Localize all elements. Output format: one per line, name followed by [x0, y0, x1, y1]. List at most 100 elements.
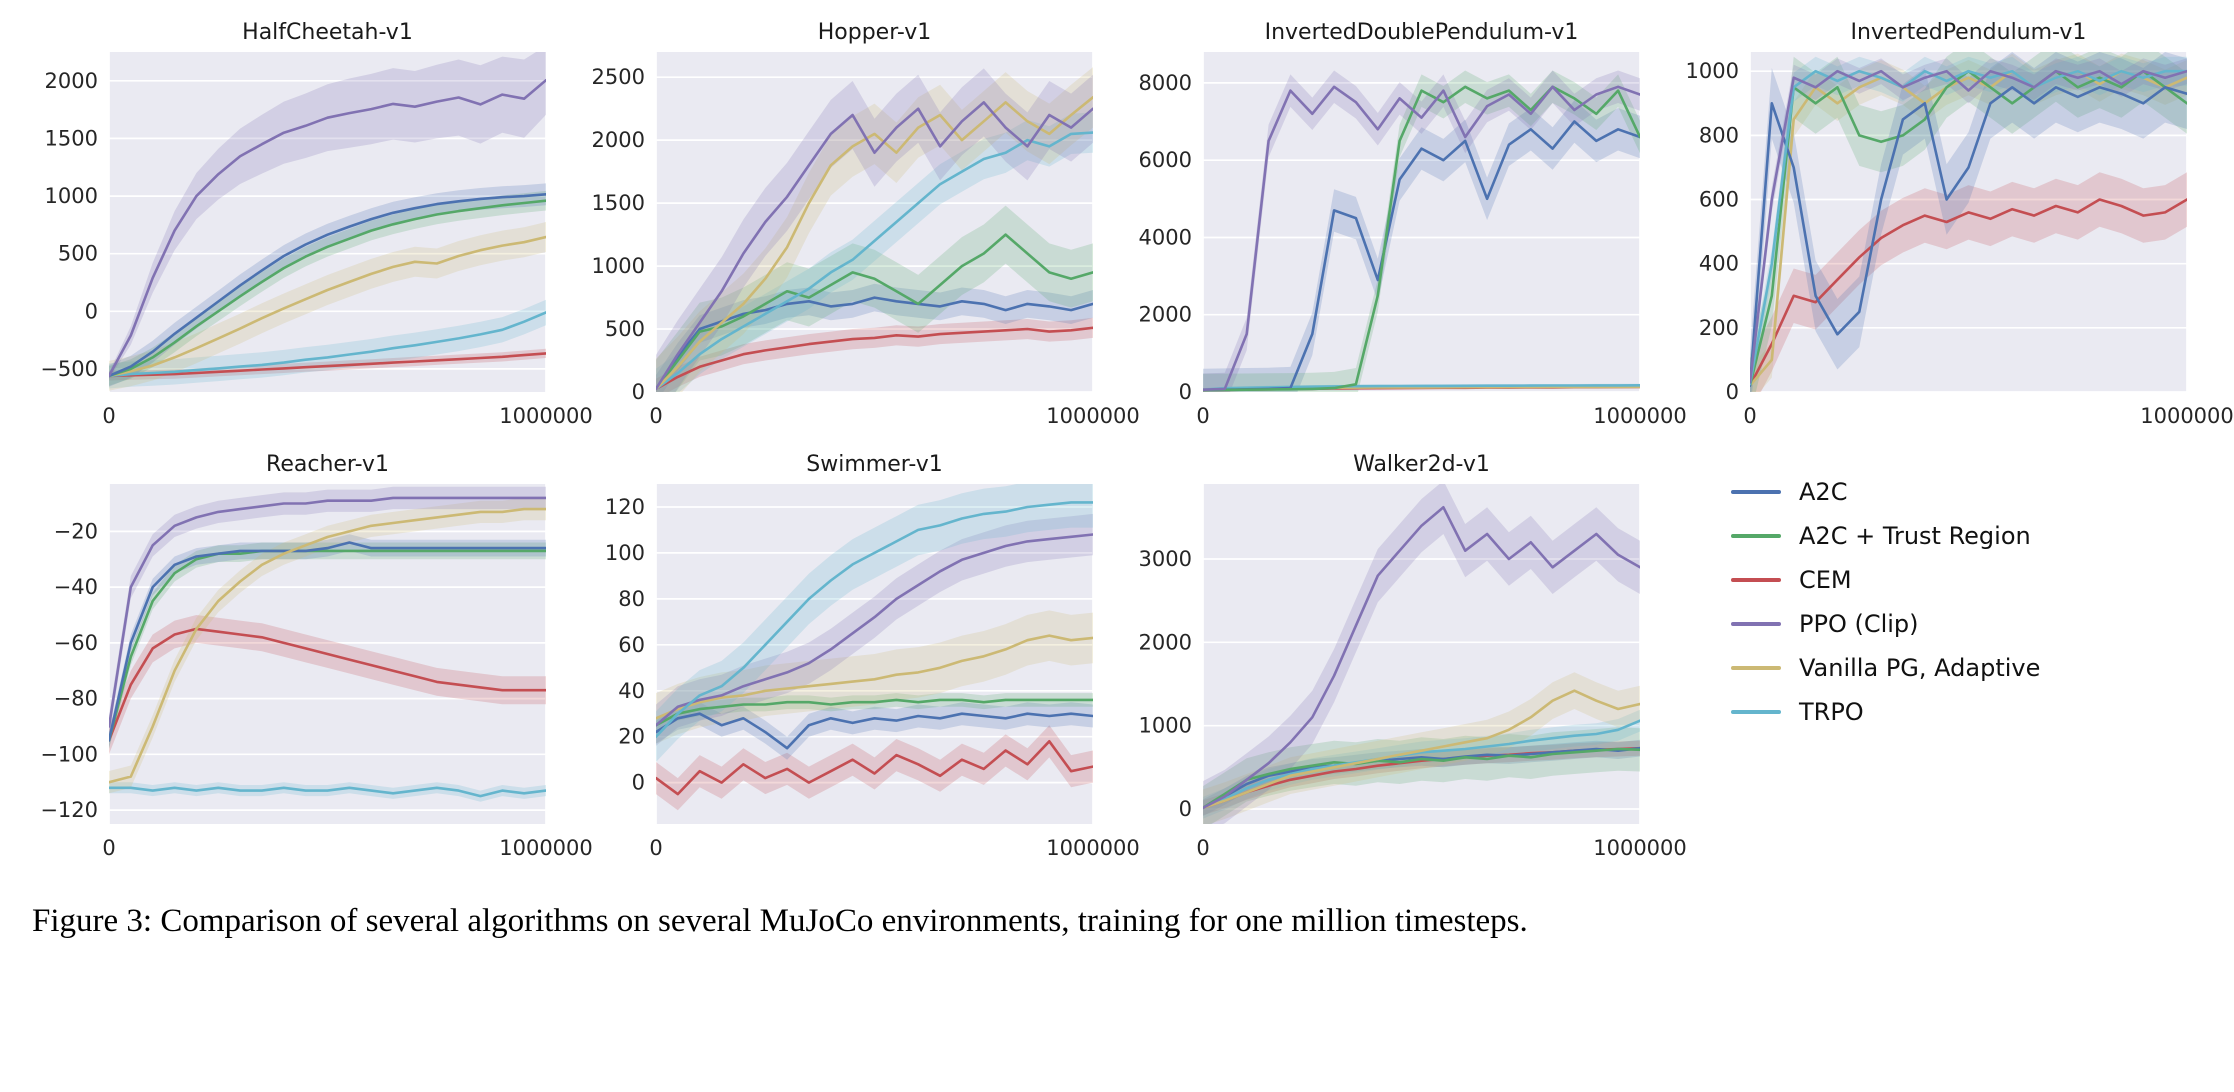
series-line-ppo	[656, 101, 1093, 391]
series-line-cem	[109, 352, 546, 378]
series-band-vpg	[656, 610, 1093, 744]
series-line-a2c_tr	[109, 199, 546, 378]
y-tick-label: 3000	[1139, 547, 1192, 571]
chart-title: Walker2d-v1	[1353, 452, 1490, 477]
series-line-a2c	[1750, 86, 2187, 387]
chart-cell-inverteddoublependulum: 0 2000 4000 6000 8000 0 1000000 InvertedDoubleP…	[1120, 16, 1687, 436]
y-tick-label: 400	[1699, 252, 1739, 276]
legend-label: A2C	[1799, 478, 1848, 506]
series-line-cem	[109, 627, 546, 742]
chart-cell-reacher: −120 −100 −80 −60 −40 −20 0 1000000 Reacher-v1	[26, 448, 592, 868]
legend-item-cem: CEM	[1731, 566, 1852, 594]
legend-item-a2c_tr: A2C + Trust Region	[1731, 522, 2031, 550]
y-tick-label: 1000	[1139, 714, 1192, 738]
series-band-a2c	[109, 183, 546, 387]
series-line-a2c	[109, 193, 546, 378]
x-tick-label: 1000000	[1046, 404, 1140, 428]
y-tick-label: −100	[40, 742, 98, 766]
series-line-trpo	[109, 786, 546, 798]
legend-swatch-vpg	[1731, 666, 1781, 670]
y-tick-label: 2000	[45, 69, 98, 93]
series-band-a2c	[109, 534, 546, 749]
series-band-vpg	[1750, 53, 2187, 392]
y-tick-label: 40	[618, 679, 645, 703]
series-line-vpg	[656, 634, 1093, 720]
chart-cell-hopper: 0 500 1000 1500 2000 2500 0 1000000 Hopper-v1	[573, 16, 1140, 436]
chart-walker2d: 0 1000 2000 3000 0 1000000 Walker2d-v1	[1139, 452, 1687, 860]
series-line-ppo	[1203, 85, 1640, 392]
y-tick-label: 20	[618, 725, 645, 749]
y-tick-label: 1500	[45, 126, 98, 150]
y-tick-label: 80	[618, 587, 645, 611]
series-line-ppo	[1750, 69, 2187, 384]
legend-swatch-ppo	[1731, 622, 1781, 626]
chart-title: InvertedDoublePendulum-v1	[1265, 20, 1579, 45]
series-line-trpo	[1750, 69, 2187, 386]
y-tick-label: −500	[40, 357, 98, 381]
series-line-a2c	[1203, 746, 1640, 810]
y-tick-label: −80	[54, 687, 98, 711]
y-tick-label: 1000	[1686, 59, 1739, 83]
series-line-ppo	[109, 78, 546, 378]
series-line-a2c_tr	[109, 549, 546, 742]
y-tick-label: 4000	[1139, 226, 1192, 250]
plot-area	[1203, 52, 1640, 392]
legend-swatch-trpo	[1731, 710, 1781, 714]
figure-3: −500 0 500 1000 1500 2000 0 1000000 HalfCheetah-…	[26, 16, 2234, 939]
y-tick-label: 200	[1699, 316, 1739, 340]
series-band-ppo	[1203, 484, 1640, 824]
y-tick-label: 1000	[592, 254, 645, 278]
series-band-a2c	[1203, 100, 1640, 392]
series-line-trpo	[1203, 383, 1640, 392]
y-tick-label: 1500	[592, 191, 645, 215]
series-line-cem	[656, 739, 1093, 796]
x-tick-label: 1000000	[1593, 404, 1687, 428]
y-tick-label: −40	[54, 575, 98, 599]
y-tick-label: 600	[1699, 188, 1739, 212]
series-line-a2c	[656, 712, 1093, 750]
x-tick-label: 1000000	[1046, 836, 1140, 860]
y-tick-label: −20	[54, 519, 98, 543]
y-tick-label: −120	[40, 798, 98, 822]
series-line-trpo	[656, 501, 1093, 739]
charts-grid: −500 0 500 1000 1500 2000 0 1000000 HalfCheetah-…	[26, 16, 2233, 868]
series-line-a2c_tr	[656, 698, 1093, 727]
chart-cell-halfcheetah: −500 0 500 1000 1500 2000 0 1000000 HalfCheetah-…	[26, 16, 592, 436]
series-band-ppo	[109, 52, 546, 380]
legend-label: Vanilla PG, Adaptive	[1799, 654, 2041, 682]
series-band-cem	[1203, 740, 1640, 816]
series-line-vpg	[1203, 689, 1640, 810]
series-band-cem	[656, 317, 1093, 392]
legend-item-trpo: TRPO	[1731, 698, 1864, 726]
series-band-trpo	[109, 299, 546, 389]
legend-label: TRPO	[1799, 698, 1864, 726]
legend-label: PPO (Clip)	[1799, 610, 1919, 638]
series-band-a2c_tr	[1750, 52, 2187, 392]
y-tick-label: 100	[605, 541, 645, 565]
chart-inverteddoublependulum: 0 2000 4000 6000 8000 0 1000000 InvertedDoubleP…	[1139, 20, 1687, 428]
legend-swatch-a2c_tr	[1731, 534, 1781, 538]
series-line-cem	[1750, 198, 2187, 387]
y-tick-label: 2500	[592, 65, 645, 89]
chart-hopper: 0 500 1000 1500 2000 2500 0 1000000 Hopper-v1	[592, 20, 1140, 428]
series-line-ppo	[109, 496, 546, 728]
series-band-ppo	[656, 513, 1093, 746]
series-line-ppo	[1203, 505, 1640, 810]
plot-area	[656, 484, 1093, 824]
legend-label: CEM	[1799, 566, 1852, 594]
plot-area	[1203, 484, 1640, 824]
legend-item-vpg: Vanilla PG, Adaptive	[1731, 654, 2040, 682]
legend: A2C A2C + Trust Region CEM PPO (Clip) Vanill…	[1667, 448, 2208, 868]
series-line-vpg	[109, 507, 546, 784]
y-tick-label: 500	[58, 242, 98, 266]
chart-swimmer: 0 20 40 60 80 100 120 0 1000000 Swimmer-v1	[605, 452, 1140, 860]
legend-swatch-cem	[1731, 578, 1781, 582]
y-tick-label: 500	[605, 317, 645, 341]
series-line-a2c_tr	[1203, 85, 1640, 392]
y-tick-label: 2000	[1139, 630, 1192, 654]
x-tick-label: 0	[1196, 836, 1209, 860]
series-line-vpg	[109, 235, 546, 378]
x-tick-label: 0	[649, 404, 662, 428]
chart-reacher: −120 −100 −80 −60 −40 −20 0 1000000 Reacher-v1	[40, 452, 592, 860]
series-line-a2c	[656, 296, 1093, 391]
